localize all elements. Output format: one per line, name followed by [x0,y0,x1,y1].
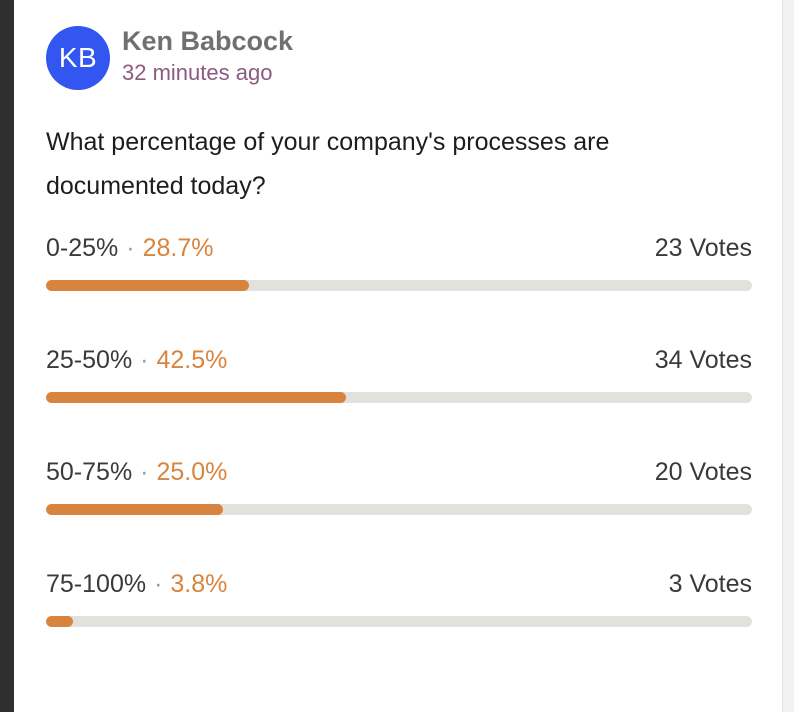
poll-progress-track [46,392,752,403]
separator-dot: · [154,570,163,598]
poll-option-votes: 20 Votes [654,458,752,486]
poll-progress-track [46,280,752,291]
separator-dot: · [126,234,135,262]
poll-option-percent: 42.5% [156,346,228,374]
poll-option-votes: 23 Votes [654,234,752,262]
poll-option-label: 25-50% [46,346,133,374]
avatar[interactable]: KB [46,26,110,90]
poll-option-label: 0-25% [46,234,119,262]
poll-option-votes: 3 Votes [668,570,752,598]
poll-option-label-row: 75-100% · 3.8% [46,570,227,599]
poll-progress-track [46,504,752,515]
poll-progress-track [46,616,752,627]
poll-option-percent: 28.7% [142,234,214,262]
post-card: KB Ken Babcock 32 minutes ago What perce… [14,0,783,712]
poll-option-0-25[interactable]: 0-25% · 28.7% 23 Votes [46,234,752,298]
separator-dot: · [140,346,149,374]
poll-option-label-row: 50-75% · 25.0% [46,458,227,487]
poll-option-label-row: 25-50% · 42.5% [46,346,227,375]
author-name[interactable]: Ken Babcock [122,26,294,56]
poll-progress-fill [46,392,347,403]
poll-option-75-100[interactable]: 75-100% · 3.8% 3 Votes [46,570,752,634]
poll-option-percent: 25.0% [156,458,228,486]
poll-progress-fill [46,616,73,627]
poll-option-label: 50-75% [46,458,133,486]
scroll-gutter [783,0,794,712]
separator-dot: · [140,458,149,486]
post-timestamp: 32 minutes ago [122,60,273,85]
poll-progress-fill [46,504,223,515]
poll-option-votes: 34 Votes [654,346,752,374]
poll-option-50-75[interactable]: 50-75% · 25.0% 20 Votes [46,458,752,522]
poll-option-label: 75-100% [46,570,147,598]
poll-question: What percentage of your company's proces… [46,128,610,200]
poll-option-25-50[interactable]: 25-50% · 42.5% 34 Votes [46,346,752,410]
poll-option-percent: 3.8% [170,570,228,598]
poll-progress-fill [46,280,249,291]
poll-option-label-row: 0-25% · 28.7% [46,234,213,263]
